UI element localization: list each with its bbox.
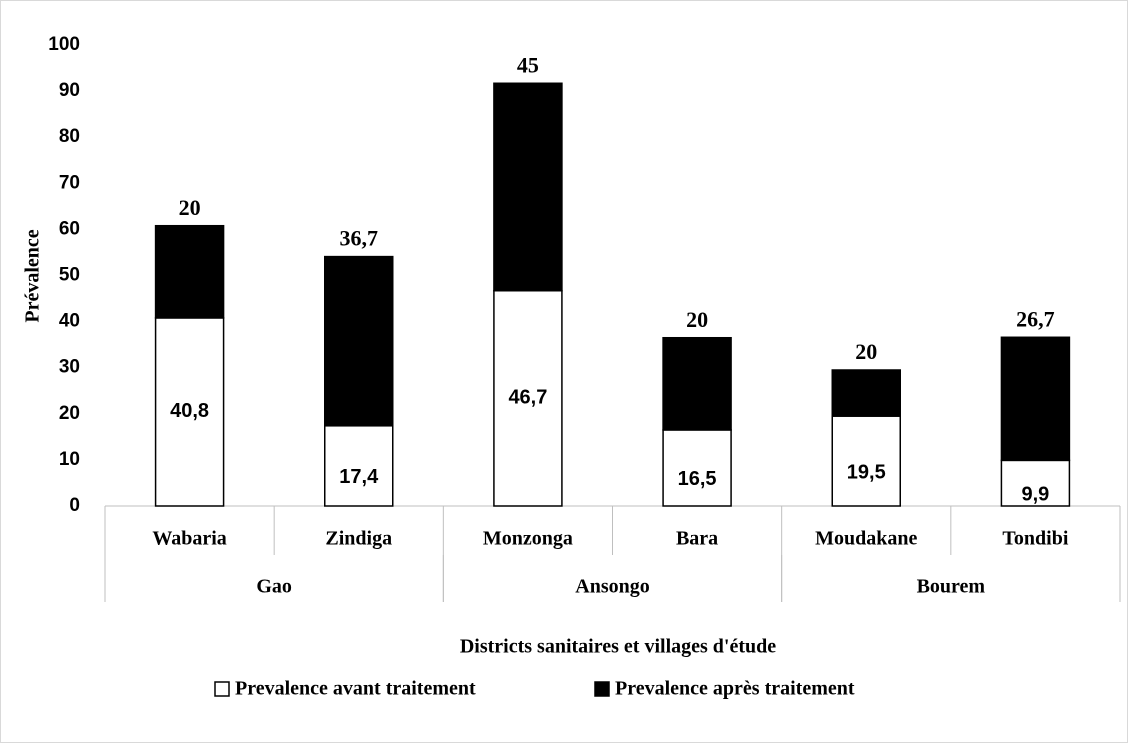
y-tick-label: 70 [59,172,80,193]
legend-label: Prevalence avant traitement [235,678,476,700]
bar-segment [324,255,394,427]
data-label: 20 [855,339,877,364]
y-tick-label: 60 [59,218,80,239]
legend-label: Prevalence après traitement [615,678,855,700]
y-tick-label: 50 [59,265,80,286]
bar-segment [1000,336,1071,462]
y-tick-label: 40 [59,311,80,332]
x-tick-label: Bara [676,528,718,550]
data-label: 17,4 [339,466,379,488]
group-label: Ansongo [575,576,649,598]
y-tick-label: 90 [59,80,80,101]
bar-segment [154,224,225,319]
data-label: 26,7 [1016,306,1055,331]
data-label: 19,5 [847,461,886,483]
y-tick-label: 10 [59,449,80,470]
bar-segment [831,369,901,417]
y-tick-label: 20 [59,403,80,424]
bar-segment [493,289,563,507]
legend-swatch [214,681,230,697]
group-label: Gao [256,576,292,598]
group-label: Bourem [917,576,986,598]
bar-segment [662,336,732,431]
data-label: 9,9 [1022,483,1050,505]
x-tick-label: Zindiga [325,528,392,550]
data-label: 20 [179,195,201,220]
x-tick-label: Wabaria [152,528,226,550]
bar-segment [154,317,225,507]
data-label: 46,7 [508,387,547,409]
x-tick-label: Monzonga [483,528,573,550]
legend-swatch [594,681,610,697]
data-label: 40,8 [170,400,209,422]
x-tick-label: Moudakane [815,528,917,550]
y-tick-label: 30 [59,357,80,378]
data-label: 45 [517,52,539,77]
bar-segment [1000,459,1071,507]
bar-segment [831,415,901,507]
bar-segment [324,425,394,507]
y-tick-label: 80 [59,126,80,147]
x-axis-title: Districts sanitaires et villages d'étude [460,636,776,658]
bar-segment [493,82,563,292]
x-tick-label: Tondibi [1002,528,1068,550]
data-label: 16,5 [678,468,717,490]
y-tick-label: 100 [48,34,80,55]
data-label: 36,7 [340,226,379,251]
data-label: 20 [686,307,708,332]
y-tick-label: 0 [69,495,80,516]
y-axis-title: Prévalence [22,229,44,322]
bar-segment [662,429,732,507]
